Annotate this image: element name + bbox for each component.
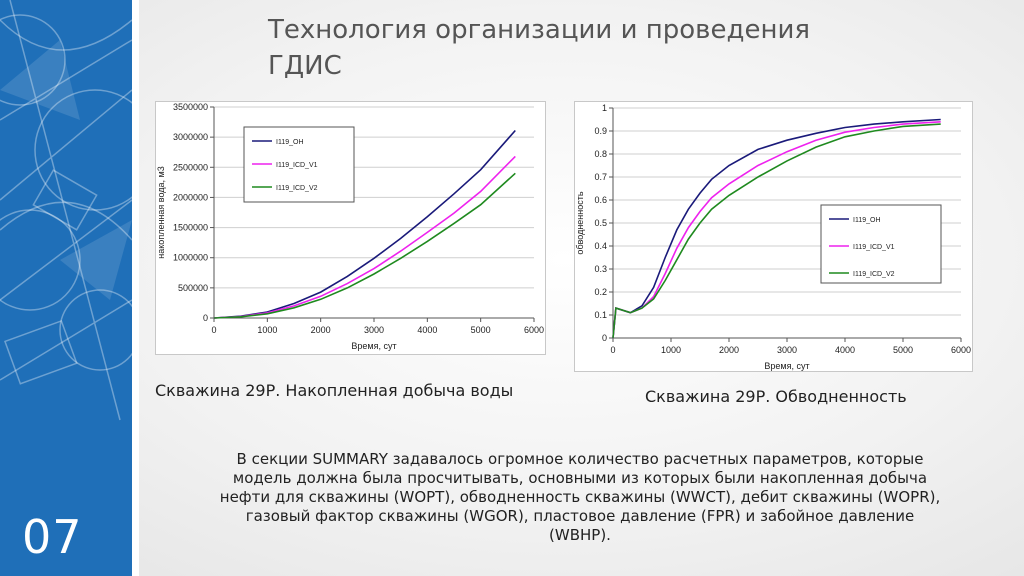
x-axis-label: Время, сут — [351, 341, 396, 351]
slide-number: 07 — [22, 510, 83, 564]
y-tick-label: 0.4 — [594, 241, 607, 251]
legend-label: I119_ICD_V1 — [853, 244, 895, 251]
chart-cumulative-water: 0 500000 1000000 1500000 2000000 2500000 30000… — [155, 101, 546, 355]
y-tick-label: 0 — [602, 333, 607, 343]
y-tick-label: 0 — [203, 313, 208, 323]
legend-box — [820, 204, 942, 284]
legend-label: I119_ICD_V2 — [276, 185, 318, 192]
chart-cumulative-water-svg: 0500000100000015000002000000250000030000… — [156, 102, 544, 351]
sidebar-decoration: 07 — [0, 0, 132, 576]
chart-water-cut: 0 0.1 0.2 0.3 0.4 0.5 0.6 0.7 0.8 0.9 1 0 1000 2000 30… — [574, 101, 973, 372]
y-tick-label: 2500000 — [173, 162, 208, 172]
x-tick-label: 2000 — [311, 325, 331, 335]
x-tick-label: 5000 — [471, 325, 491, 335]
y-axis-label: обводненность — [575, 191, 585, 254]
x-tick-label: 3000 — [364, 325, 384, 335]
series-line — [612, 123, 941, 339]
y-tick-label: 1500000 — [173, 223, 208, 233]
y-tick-label: 1 — [602, 103, 607, 113]
x-tick-label: 1000 — [257, 325, 277, 335]
x-tick-label: 1000 — [661, 345, 681, 355]
x-axis-label: Время, сут — [764, 361, 809, 371]
x-tick-label: 4000 — [417, 325, 437, 335]
x-tick-label: 4000 — [835, 345, 855, 355]
y-tick-label: 500000 — [178, 283, 208, 293]
y-tick-label: 0.8 — [594, 149, 607, 159]
slide-title-line1: Технология организации и проведения — [268, 15, 810, 45]
y-tick-label: 2000000 — [173, 192, 208, 202]
x-tick-label: 0 — [211, 325, 216, 335]
x-tick-label: 6000 — [524, 325, 544, 335]
y-tick-label: 0.6 — [594, 195, 607, 205]
legend-label: I119_ICD_V1 — [276, 162, 318, 169]
y-tick-label: 0.5 — [594, 218, 607, 228]
series-line — [213, 172, 516, 319]
chart2-caption: Скважина 29Р. Обводненность — [645, 387, 907, 406]
chart-water-cut-svg: 0 0.1 0.2 0.3 0.4 0.5 0.6 0.7 0.8 0.9 1 0 1000 2000 30… — [575, 103, 971, 371]
x-tick-label: 2000 — [719, 345, 739, 355]
y-tick-label: 0.9 — [594, 126, 607, 136]
x-tick-label: 3000 — [777, 345, 797, 355]
x-tick-label: 0 — [610, 345, 615, 355]
y-tick-label: 0.3 — [594, 264, 607, 274]
x-tick-label: 5000 — [893, 345, 913, 355]
legend-label: I119_OH — [853, 217, 881, 224]
slide-title-line2: ГДИС — [268, 51, 342, 81]
legend-box — [243, 126, 355, 203]
y-axis-label: накопленная вода, м3 — [156, 166, 166, 258]
legend-label: I119_ICD_V2 — [853, 271, 895, 278]
sidebar-pattern — [0, 0, 132, 421]
legend-label: I119_OH — [276, 139, 304, 146]
chart1-caption: Скважина 29Р. Накопленная добыча воды — [155, 381, 514, 400]
sidebar-divider — [132, 0, 139, 576]
y-tick-label: 3500000 — [173, 102, 208, 112]
x-tick-label: 6000 — [951, 345, 971, 355]
y-tick-label: 0.2 — [594, 287, 607, 297]
y-tick-label: 3000000 — [173, 132, 208, 142]
y-tick-label: 1000000 — [173, 253, 208, 263]
y-tick-label: 0.7 — [594, 172, 607, 182]
y-tick-label: 0.1 — [594, 310, 607, 320]
slide-title: Технология организации и проведения ГДИС — [268, 12, 908, 84]
summary-paragraph: В секции SUMMARY задавалось огромное кол… — [219, 450, 941, 544]
series-line — [612, 118, 941, 339]
